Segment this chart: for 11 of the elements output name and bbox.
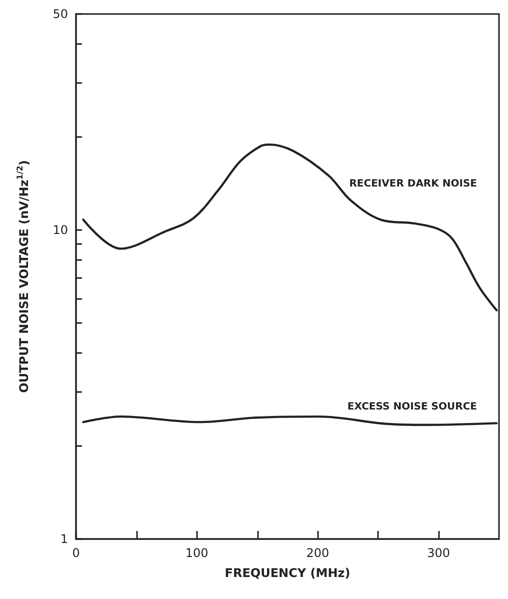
- y-axis-title: OUTPUT NOISE VOLTAGE (nV/Hz1/2): [16, 160, 31, 393]
- x-tick-label: 300: [427, 546, 450, 560]
- series-label: EXCESS NOISE SOURCE: [347, 402, 478, 413]
- y-tick-label: 10: [52, 222, 68, 237]
- series-label: RECEIVER DARK NOISE: [349, 178, 478, 190]
- y-tick-label: 1: [60, 532, 68, 546]
- x-tick-label: 200: [306, 546, 330, 560]
- x-tick-label: 0: [72, 546, 80, 560]
- x-axis-title: FREQUENCY (MHz): [224, 566, 350, 580]
- y-tick-label: 50: [52, 7, 68, 21]
- x-tick-label: 100: [185, 546, 208, 560]
